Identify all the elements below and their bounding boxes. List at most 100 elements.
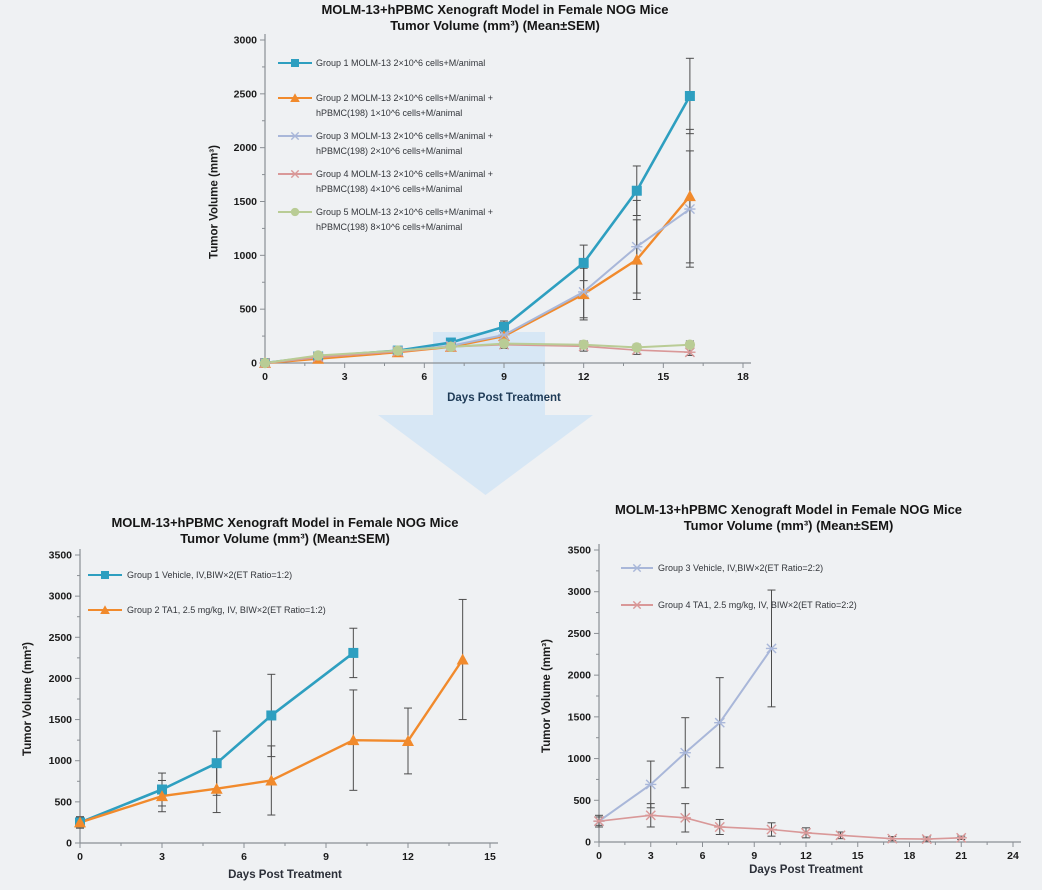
legend-label: Group 2 MOLM-13 2×10^6 cells+M/animal + bbox=[316, 93, 493, 103]
legend-label: hPBMC(198) 2×10^6 cells+M/animal bbox=[316, 146, 462, 156]
x-tick-label: 9 bbox=[323, 851, 329, 863]
legend-label: Group 5 MOLM-13 2×10^6 cells+M/animal + bbox=[316, 207, 493, 217]
chart-bottom-right-title: MOLM-13+hPBMC Xenograft Model in Female … bbox=[535, 502, 1042, 535]
series-markers-1 bbox=[593, 810, 967, 845]
chart-bottom-left: MOLM-13+hPBMC Xenograft Model in Female … bbox=[0, 507, 520, 890]
chart-top-x-axis-label: Days Post Treatment bbox=[447, 392, 561, 404]
legend: Group 1 MOLM-13 2×10^6 cells+M/animal Gro… bbox=[278, 58, 493, 232]
y-tick-label: 2500 bbox=[568, 628, 592, 640]
y-tick-label: 2500 bbox=[49, 632, 73, 644]
x-tick-label: 3 bbox=[159, 851, 165, 863]
axes: 0 500 1000 1500 2000 2500 3000 3500 0 3 6 9 12 15 18 21… bbox=[568, 544, 1021, 862]
legend-label: Group 1 Vehicle, IV,BIW×2(ET Ratio=1:2) bbox=[127, 570, 292, 580]
x-tick-label: 6 bbox=[700, 850, 706, 862]
y-tick-label: 3000 bbox=[234, 35, 258, 47]
x-tick-label: 0 bbox=[262, 371, 268, 383]
down-arrow-shape bbox=[378, 332, 593, 495]
y-tick-label: 0 bbox=[251, 358, 257, 370]
y-tick-label: 0 bbox=[585, 837, 591, 849]
y-tick-label: 1500 bbox=[234, 196, 258, 208]
series-error-bars-1 bbox=[595, 803, 966, 842]
legend-entry-2: Group 3 MOLM-13 2×10^6 cells+M/animal + h… bbox=[278, 131, 493, 156]
y-tick-label: 2000 bbox=[568, 670, 592, 682]
legend-entry-0: Group 3 Vehicle, IV,BIW×2(ET Ratio=2:2) bbox=[621, 563, 823, 573]
down-arrow-icon bbox=[378, 332, 593, 495]
x-tick-label: 15 bbox=[852, 850, 864, 862]
y-tick-label: 2500 bbox=[234, 88, 258, 100]
y-tick-label: 1000 bbox=[49, 755, 73, 767]
x-tick-label: 9 bbox=[501, 371, 507, 383]
series-error-bars-0 bbox=[595, 589, 776, 828]
x-tick-label: 0 bbox=[77, 851, 83, 863]
y-tick-label: 1500 bbox=[568, 711, 592, 723]
legend: Group 3 Vehicle, IV,BIW×2(ET Ratio=2:2) G… bbox=[621, 563, 857, 610]
chart-top-title-line1: MOLM-13+hPBMC Xenograft Model in Female … bbox=[321, 2, 669, 17]
x-tick-label: 6 bbox=[421, 371, 427, 383]
legend-label: hPBMC(198) 8×10^6 cells+M/animal bbox=[316, 222, 462, 232]
x-tick-label: 24 bbox=[1007, 850, 1019, 862]
chart-bottom-right-title-line2: Tumor Volume (mm³) (Mean±SEM) bbox=[683, 518, 894, 534]
chart-bottom-right: MOLM-13+hPBMC Xenograft Model in Female … bbox=[535, 502, 1042, 890]
legend-label: Group 3 Vehicle, IV,BIW×2(ET Ratio=2:2) bbox=[658, 563, 823, 573]
series-error-bars-2 bbox=[261, 150, 694, 364]
legend-label: Group 3 MOLM-13 2×10^6 cells+M/animal + bbox=[316, 131, 493, 141]
x-tick-label: 18 bbox=[904, 850, 916, 862]
legend-entry-0: Group 1 MOLM-13 2×10^6 cells+M/animal bbox=[278, 58, 485, 68]
y-tick-label: 0 bbox=[66, 838, 72, 850]
chart-bottom-right-title-line1: MOLM-13+hPBMC Xenograft Model in Female … bbox=[614, 502, 963, 517]
legend-entry-4: Group 5 MOLM-13 2×10^6 cells+M/animal + h… bbox=[278, 207, 493, 232]
x-tick-label: 3 bbox=[648, 850, 654, 862]
legend-label: hPBMC(198) 4×10^6 cells+M/animal bbox=[316, 184, 462, 194]
legend-label: Group 1 MOLM-13 2×10^6 cells+M/animal bbox=[316, 58, 485, 68]
x-tick-label: 12 bbox=[800, 850, 812, 862]
legend-label: Group 4 MOLM-13 2×10^6 cells+M/animal + bbox=[316, 169, 493, 179]
chart-top-title-line2: Tumor Volume (mm³) (Mean±SEM) bbox=[390, 18, 600, 34]
y-tick-label: 3500 bbox=[49, 550, 73, 562]
chart-bottom-right-plot: 0 500 1000 1500 2000 2500 3000 3500 0 3 6 9 12 15 18 21… bbox=[568, 544, 1021, 862]
chart-bottom-right-x-axis-label: Days Post Treatment bbox=[749, 864, 863, 876]
y-tick-label: 1000 bbox=[568, 753, 592, 765]
legend-entry-3: Group 4 MOLM-13 2×10^6 cells+M/animal + h… bbox=[278, 169, 493, 194]
x-tick-label: 21 bbox=[955, 850, 967, 862]
chart-bottom-left-plot: 0 500 1000 1500 2000 2500 3000 3500 0 3 6 9 12 15 Grou… bbox=[49, 549, 498, 863]
y-tick-label: 3000 bbox=[49, 591, 73, 603]
x-tick-label: 9 bbox=[751, 850, 757, 862]
series-error-bars-4 bbox=[261, 339, 694, 364]
y-tick-label: 500 bbox=[54, 796, 72, 808]
y-tick-label: 1500 bbox=[49, 714, 73, 726]
series-line-2 bbox=[264, 208, 691, 364]
y-tick-label: 3000 bbox=[568, 586, 592, 598]
y-tick-label: 3500 bbox=[568, 545, 592, 557]
series-markers-1 bbox=[74, 653, 469, 828]
x-tick-label: 12 bbox=[402, 851, 414, 863]
chart-bottom-left-title: MOLM-13+hPBMC Xenograft Model in Female … bbox=[50, 515, 520, 548]
x-tick-label: 12 bbox=[578, 371, 590, 383]
legend-entry-0: Group 1 Vehicle, IV,BIW×2(ET Ratio=1:2) bbox=[88, 570, 292, 580]
chart-bottom-left-x-axis-label: Days Post Treatment bbox=[228, 869, 342, 881]
series-error-bars-1 bbox=[261, 128, 694, 364]
legend-label: Group 4 TA1, 2.5 mg/kg, IV, BIW×2(ET Rat… bbox=[658, 600, 857, 610]
chart-bottom-left-title-line2: Tumor Volume (mm³) (Mean±SEM) bbox=[180, 531, 390, 547]
y-tick-label: 2000 bbox=[49, 673, 73, 685]
axes: 0 500 1000 1500 2000 2500 3000 0 3 6 9 12 15 18 bbox=[234, 34, 751, 383]
legend-label: Group 2 TA1, 2.5 mg/kg, IV, BIW×2(ET Rat… bbox=[127, 605, 326, 615]
y-tick-label: 2000 bbox=[234, 142, 258, 154]
legend-entry-1: Group 2 TA1, 2.5 mg/kg, IV, BIW×2(ET Rat… bbox=[88, 605, 326, 615]
series-markers-4 bbox=[259, 338, 696, 369]
series-line-4 bbox=[264, 342, 691, 364]
legend-label: hPBMC(198) 1×10^6 cells+M/animal bbox=[316, 108, 462, 118]
x-tick-label: 6 bbox=[241, 851, 247, 863]
legend: Group 1 Vehicle, IV,BIW×2(ET Ratio=1:2) G… bbox=[88, 570, 326, 615]
y-tick-label: 500 bbox=[239, 304, 257, 316]
x-tick-label: 18 bbox=[737, 371, 749, 383]
x-tick-label: 3 bbox=[342, 371, 348, 383]
axes: 0 500 1000 1500 2000 2500 3000 3500 0 3 6 9 12 15 bbox=[49, 549, 498, 863]
legend-entry-1: Group 2 MOLM-13 2×10^6 cells+M/animal + h… bbox=[278, 93, 493, 118]
y-tick-label: 500 bbox=[573, 795, 591, 807]
chart-bottom-left-title-line1: MOLM-13+hPBMC Xenograft Model in Female … bbox=[111, 515, 459, 530]
x-tick-label: 0 bbox=[596, 850, 602, 862]
chart-top-plot: 0 500 1000 1500 2000 2500 3000 0 3 6 9 12 15 18 Group … bbox=[234, 34, 751, 383]
x-tick-label: 15 bbox=[657, 371, 669, 383]
series-line-1 bbox=[598, 814, 963, 840]
